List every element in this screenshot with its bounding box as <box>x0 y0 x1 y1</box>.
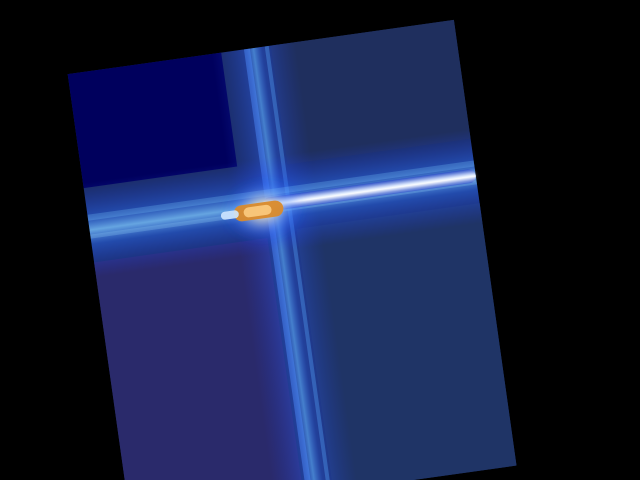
capsule-tip <box>220 210 239 220</box>
panel-bottom-right <box>296 203 517 480</box>
panel-top-right <box>270 19 471 165</box>
panel-top-left <box>67 52 238 189</box>
vertical-light-column <box>211 42 359 480</box>
light-trail-core <box>262 171 476 209</box>
rotated-panel <box>67 19 517 480</box>
capsule-highlight <box>243 204 272 218</box>
